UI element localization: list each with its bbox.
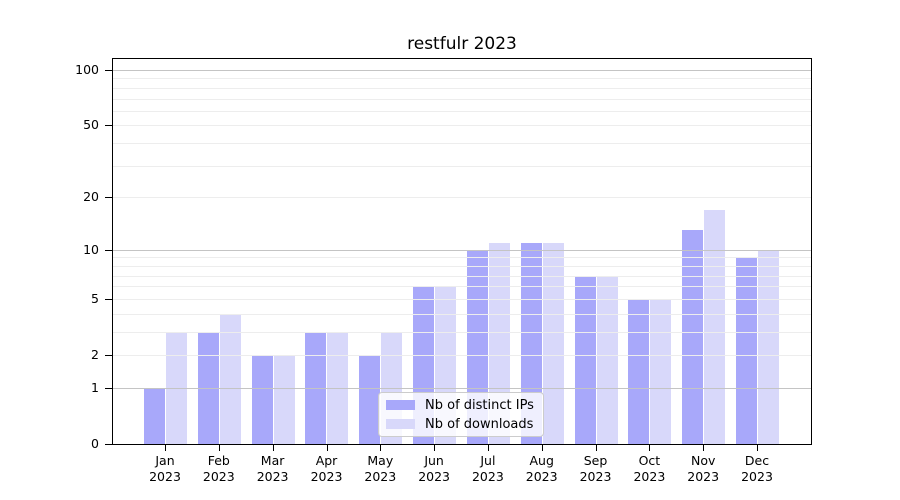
bar-distinct-ips-mar	[251, 354, 273, 444]
gridline-minor-40	[113, 143, 811, 145]
bar-distinct-ips-dec	[736, 257, 757, 444]
gridline-minor-60	[113, 110, 811, 112]
x-axis-tick-label-mar: Mar 2023	[256, 453, 289, 484]
gridline-minor-30	[113, 165, 811, 167]
bar-downloads-sep	[596, 275, 618, 444]
y-axis-tick-label-10: 10	[83, 241, 99, 257]
y-axis-tick-20	[105, 197, 113, 199]
x-axis-tick-label-dec: Dec 2023	[741, 453, 773, 484]
y-axis-tick-label-5: 5	[91, 290, 99, 306]
gridline-major-1	[113, 387, 811, 389]
bar-distinct-ips-sep	[574, 275, 596, 444]
y-axis-tick-label-2: 2	[91, 347, 99, 362]
x-axis-tick-label-sep: Sep 2023	[579, 453, 612, 484]
x-axis-tick-jun	[434, 444, 436, 451]
bar-downloads-dec	[758, 249, 779, 444]
x-axis-tick-mar	[272, 444, 274, 451]
x-axis-tick-jul	[487, 444, 489, 451]
x-axis-tick-dec	[757, 444, 758, 451]
gridline-major-100	[113, 70, 811, 71]
x-axis-tick-aug	[541, 444, 543, 451]
plot-area: 0 1 2 5 10 20 50 100 Jan 2023 Feb 2023 Mar 2023 Apr…	[75, 58, 812, 484]
x-axis-tick-label-nov: Nov 2023	[687, 453, 720, 484]
gridline-minor-6	[113, 286, 811, 288]
x-axis-tick-sep	[595, 444, 597, 451]
gridline-minor-7	[113, 275, 811, 277]
x-axis-tick-oct	[649, 444, 651, 451]
x-axis-tick-label-jun: Jun 2023	[418, 453, 450, 484]
bar-downloads-oct	[650, 298, 672, 444]
bar-distinct-ips-oct	[628, 298, 650, 444]
gridline-minor-2	[113, 355, 811, 356]
bar-distinct-ips-nov	[682, 230, 704, 444]
y-axis-tick-10	[105, 249, 113, 251]
bar-distinct-ips-may	[359, 354, 381, 444]
y-axis-tick-label-50: 50	[83, 117, 99, 133]
gridline-minor-50	[113, 125, 811, 127]
x-axis-tick-label-oct: Oct 2023	[633, 453, 666, 484]
y-axis-tick-100	[105, 70, 113, 71]
x-axis-tick-label-jan: Jan 2023	[149, 453, 181, 484]
legend-entry-downloads: Nb of downloads	[386, 415, 543, 434]
y-axis-tick-label-1: 1	[91, 379, 99, 395]
gridline-minor-20	[113, 197, 811, 199]
bar-downloads-feb	[219, 313, 241, 444]
x-axis-tick-label-jul: Jul 2023	[471, 453, 504, 484]
legend-label-downloads: Nb of downloads	[425, 416, 534, 432]
x-axis-tick-feb	[218, 444, 220, 451]
x-axis-tick-label-may: May 2023	[364, 453, 397, 484]
chart-title: restfulr 2023	[407, 34, 517, 54]
bar-distinct-ips-jan	[144, 387, 165, 444]
legend-label-distinct-ips: Nb of distinct IPs	[425, 397, 534, 413]
y-axis-tick-2	[105, 355, 113, 356]
gridline-major-10	[113, 249, 811, 251]
y-axis-tick-0	[105, 444, 113, 445]
x-axis-tick-jan	[165, 444, 166, 451]
bar-downloads-mar	[273, 354, 295, 444]
y-axis-tick-label-100: 100	[75, 62, 99, 77]
y-axis-tick-label-20: 20	[83, 189, 99, 205]
gridline-minor-8	[113, 265, 811, 267]
bar-downloads-nov	[704, 209, 726, 444]
gridline-minor-80	[113, 87, 811, 89]
y-axis-tick-50	[105, 125, 113, 127]
gridline-minor-5	[113, 298, 811, 300]
legend-swatch-downloads	[386, 419, 415, 429]
gridline-minor-4	[113, 313, 811, 315]
y-axis-tick-1	[105, 387, 113, 389]
gridline-minor-9	[113, 257, 811, 259]
y-axis-tick-5	[105, 298, 113, 300]
gridline-minor-90	[113, 78, 811, 80]
y-axis-tick-label-0: 0	[91, 436, 99, 451]
x-axis-tick-may	[380, 444, 382, 451]
x-axis-tick-apr	[326, 444, 328, 451]
bar-downloads-aug	[542, 242, 564, 444]
x-axis-tick-label-aug: Aug 2023	[525, 453, 558, 484]
x-axis-tick-label-feb: Feb 2023	[202, 453, 235, 484]
gridline-minor-70	[113, 98, 811, 100]
legend-entry-distinct-ips: Nb of distinct IPs	[386, 396, 543, 415]
gridline-minor-3	[113, 331, 811, 333]
x-axis-tick-nov	[703, 444, 705, 451]
x-axis-tick-label-apr: Apr 2023	[310, 453, 343, 484]
legend-swatch-distinct-ips	[386, 400, 415, 410]
legend: Nb of distinct IPs Nb of downloads	[378, 392, 544, 437]
